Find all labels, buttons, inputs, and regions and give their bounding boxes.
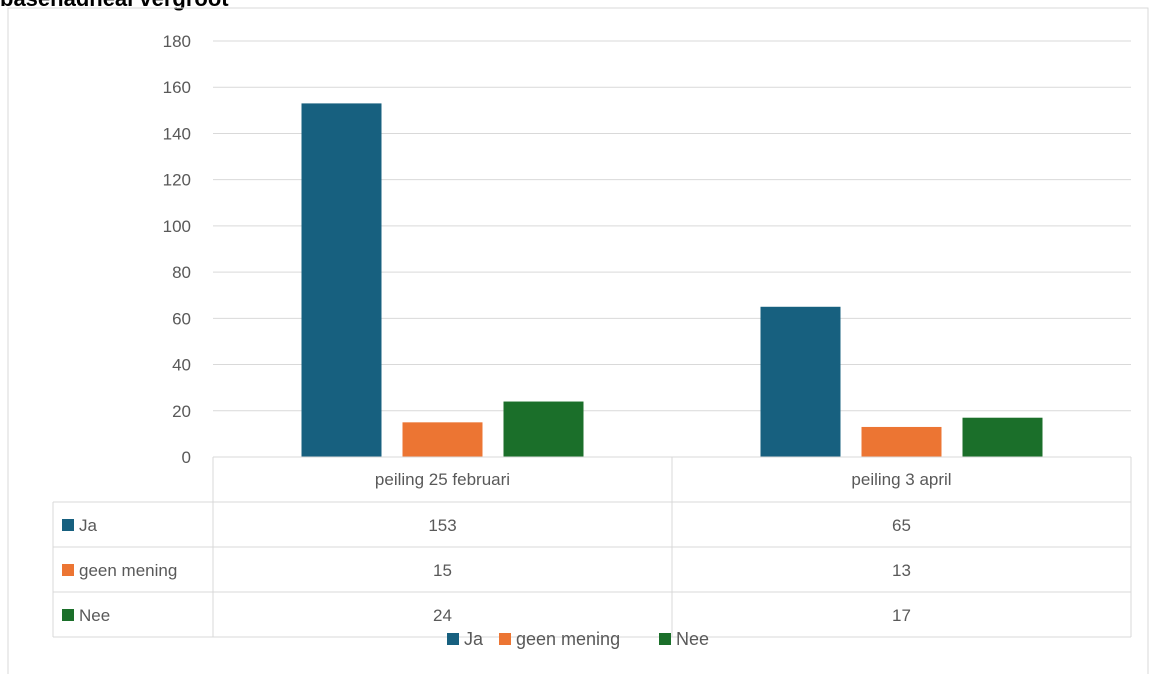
data-table: peiling 25 februari peiling 3 april Ja 153 6… [52,456,1132,638]
y-tick-label: 80 [172,263,191,282]
legend-label: geen mening [516,629,620,649]
data-label: 15 [433,561,452,580]
bar-nee-0 [503,401,584,457]
table-series-name: Nee [79,606,110,625]
y-tick-label: 120 [163,171,191,190]
data-label: 153 [428,516,456,535]
bar-geen-mening-1 [861,426,942,457]
data-label: 17 [892,606,911,625]
legend-key [447,633,459,645]
legend: Ja geen mening Nee [447,629,709,649]
chart-area-border [7,7,1149,674]
category-label: peiling 25 februari [375,470,510,489]
table-series-name: Ja [79,516,98,535]
table-legend-key [62,564,74,576]
table-legend-key [62,609,74,621]
y-axis-ticks: 0 20 40 60 80 100 120 140 160 180 [163,32,191,467]
table-series-name: geen mening [79,561,177,580]
legend-label: Nee [676,629,709,649]
legend-label: Ja [464,629,484,649]
y-tick-label: 60 [172,309,191,328]
table-legend-key [62,519,74,531]
bars [301,103,1043,458]
data-label: 65 [892,516,911,535]
y-tick-label: 0 [182,448,191,467]
legend-key [499,633,511,645]
data-label: 24 [433,606,452,625]
y-tick-label: 100 [163,217,191,236]
y-tick-label: 180 [163,32,191,51]
data-label: 13 [892,561,911,580]
y-tick-label: 40 [172,356,191,375]
chart-title: basehadheal vergroot [0,0,229,12]
legend-key [659,633,671,645]
bar-nee-1 [962,417,1043,457]
y-tick-label: 20 [172,402,191,421]
bar-ja-1 [760,306,841,457]
category-label: peiling 3 april [851,470,951,489]
bar-geen-mening-0 [402,422,483,457]
y-tick-label: 140 [163,124,191,143]
y-tick-label: 160 [163,78,191,97]
bar-ja-0 [301,103,382,458]
